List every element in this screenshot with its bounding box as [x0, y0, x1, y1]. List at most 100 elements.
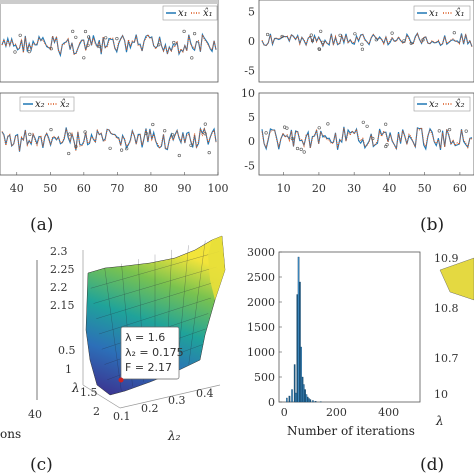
- b-top-observation-point: [360, 47, 365, 51]
- hist-bar: [309, 399, 312, 403]
- d-right-label-fragment: λ: [435, 414, 444, 428]
- d-right-ztick-10: 10: [434, 388, 448, 401]
- anno-F: F = 2.17: [125, 361, 172, 374]
- b-xtick-40: 40: [382, 182, 396, 195]
- hist-bar: [299, 281, 301, 403]
- b-bottom-observation-point: [384, 144, 388, 149]
- b-xtick-20: 20: [312, 182, 326, 195]
- a-bottom-observation-point: [49, 128, 53, 132]
- a-top-observation-point: [86, 43, 90, 47]
- b-bottom-observation-point: [464, 129, 468, 133]
- panel-c-left-fragment: 40 ons: [0, 260, 42, 441]
- legend-b-top-x1: x₁: [429, 8, 439, 19]
- hist-bar: [301, 376, 304, 403]
- b-top-observation-point: [319, 29, 323, 33]
- b-xtick-10: 10: [277, 182, 291, 195]
- b-top-ytick--5: -5: [244, 64, 255, 77]
- c-lambda-tick-2: 2: [93, 405, 100, 418]
- legend-a-bottom-xhat2: x̂₂: [60, 99, 70, 110]
- hist-bar: [293, 364, 296, 403]
- a-xtick-60: 60: [77, 182, 91, 195]
- a-top-observation-point: [49, 47, 53, 51]
- d-xlabel: Number of iterations: [287, 424, 415, 438]
- d-xtick-400: 400: [378, 406, 399, 419]
- b-bottom-observation-point: [365, 124, 369, 128]
- a-top-observation-point: [82, 56, 86, 60]
- hist-bar: [286, 397, 288, 403]
- a-bottom-observation-point: [28, 132, 32, 136]
- c-left-xlabel-fragment: ons: [0, 427, 21, 441]
- a-bottom-series-estimate: [1, 127, 217, 151]
- hist-bar: [306, 396, 309, 403]
- c-ztick-2.2: 2.2: [50, 281, 68, 294]
- legend-b-top-xhat1: x̂₁: [455, 8, 465, 19]
- a-bottom-observation-point: [67, 151, 71, 156]
- a-bottom-observation-point: [83, 130, 87, 134]
- hist-bar: [288, 395, 291, 403]
- a-top-observation-point: [172, 40, 176, 45]
- b-xtick-60: 60: [453, 182, 467, 195]
- c-lambda-tick-0.5: 0.5: [58, 344, 76, 357]
- d-xtick-200: 200: [326, 406, 347, 419]
- panel-d-right-fragment: 10.9 10.8 10.7 10 λ: [434, 252, 474, 428]
- b-bottom-observation-point: [448, 128, 452, 132]
- b-bottom-observation-point: [290, 137, 295, 141]
- hist-bar: [296, 294, 299, 403]
- legend-b-bottom-xhat2: x̂₂: [455, 99, 465, 110]
- a-xtick-50: 50: [43, 182, 57, 195]
- caption-a: (a): [30, 215, 53, 235]
- d-ytick-1500: 1500: [247, 321, 275, 334]
- b-bottom-observation-point: [361, 120, 365, 124]
- b-top-ytick-0: 0: [248, 35, 255, 48]
- hist-bar: [295, 392, 297, 403]
- panel-a-bottom: x₂ x̂₂ 40 50 60 70 80 90 100: [0, 92, 229, 195]
- legend-b-bottom: x₂ x̂₂: [413, 96, 471, 112]
- a-bottom-observation-point: [171, 133, 175, 137]
- a-xtick-90: 90: [177, 182, 191, 195]
- legend-a-top-xhat1: x̂₁: [203, 8, 213, 19]
- a-top-observation-point: [182, 29, 186, 34]
- b-top-observation-point: [452, 31, 456, 35]
- a-bottom-observation-point: [177, 153, 181, 158]
- d-ytick-3000: 3000: [247, 246, 275, 259]
- c-lambda2-tick-0.1: 0.1: [113, 410, 131, 423]
- c-xlabel-lambda: λ: [71, 381, 80, 395]
- a-top-observation-point: [18, 33, 22, 37]
- caption-c: (c): [30, 455, 53, 474]
- a-top-series-estimate: [1, 33, 217, 56]
- b-bottom-observation-point: [317, 126, 321, 130]
- c-lambda2-tick-0.3: 0.3: [168, 394, 186, 407]
- a-bottom-observation-point: [203, 132, 207, 136]
- b-top-observation-point: [266, 32, 270, 37]
- hist-bar: [308, 398, 310, 403]
- a-xtick-100: 100: [208, 182, 229, 195]
- b-bottom-ytick--5: -5: [244, 159, 255, 172]
- a-bottom-observation-point: [125, 147, 129, 151]
- a-bottom-observation-point: [163, 129, 167, 133]
- caption-b: (b): [420, 215, 444, 235]
- b-bottom-observation-point: [285, 126, 289, 130]
- b-top-observation-point: [353, 32, 357, 36]
- b-top-ytick-5: 5: [248, 6, 255, 19]
- legend-b-bottom-x2: x₂: [429, 99, 439, 110]
- c-lambda-tick-1: 1: [65, 363, 72, 376]
- d-right-ztick-10.8: 10.8: [434, 302, 459, 315]
- d-right-ztick-10.9: 10.9: [434, 252, 459, 265]
- a-bottom-observation-point: [151, 122, 155, 127]
- a-top-observation-point: [104, 36, 108, 40]
- b-top-observation-point: [317, 47, 322, 52]
- c-ylabel-lambda2: λ₂: [167, 429, 181, 443]
- b-bottom-observation-point: [264, 131, 268, 135]
- a-top-observation-point: [13, 50, 17, 54]
- a-top-observation-point: [83, 29, 88, 34]
- a-top-observation-point: [71, 29, 75, 34]
- a-bottom-observation-point: [203, 122, 207, 126]
- a-bottom-observation-point: [189, 143, 193, 147]
- legend-b-top: x₁ x̂₁: [413, 5, 471, 21]
- c-ztick-2.15: 2.15: [50, 299, 75, 312]
- c-lambda2-tick-0.4: 0.4: [196, 387, 214, 400]
- b-top-observation-point: [374, 38, 378, 42]
- a-bottom-observation-point: [108, 146, 112, 150]
